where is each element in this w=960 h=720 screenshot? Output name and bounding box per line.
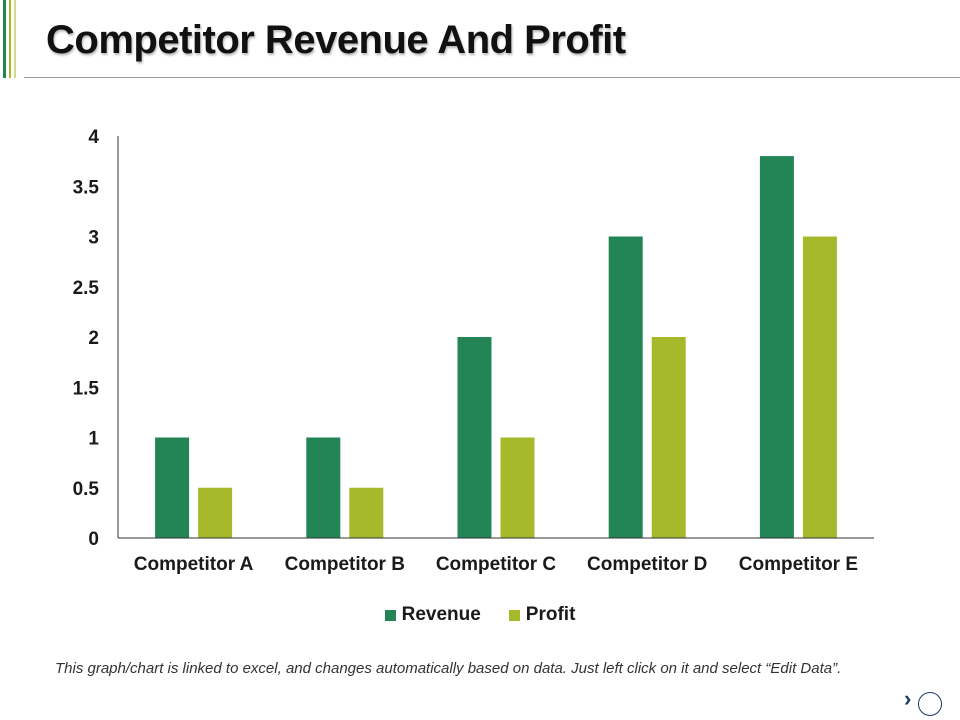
bar-revenue-1[interactable] [155,437,190,539]
accent-bar-green [9,0,11,78]
bar-chart[interactable]: 00.511.522.533.54 Competitor A Competitor… [0,0,960,600]
y-tick-label: 1 [88,429,99,450]
y-tick-label: 0.5 [73,479,100,500]
nav-circle-button[interactable] [918,692,942,716]
legend-item-revenue: Revenue [384,604,481,626]
title-accent-bars [0,0,20,78]
legend-label-profit: Profit [525,604,576,625]
x-category-label: Competitor D [587,554,707,575]
bar-profit-5[interactable] [802,236,837,539]
legend-swatch-revenue [384,609,396,621]
x-category-label: Competitor B [285,554,405,575]
bar-revenue-4[interactable] [608,236,643,539]
accent-bar-dark-green [3,0,6,78]
y-tick-label: 1.5 [73,378,100,399]
y-axis-ticks: 0 0.5 1 1.5 2 2.5 3 3.5 4 [73,127,100,550]
x-category-label: Competitor A [134,554,254,575]
y-tick-label: 3 [88,228,99,249]
bar-profit-4[interactable] [651,337,686,538]
accent-bar-light-green [14,0,16,78]
bar-revenue-5[interactable] [759,156,794,538]
y-tick-label: 0 [88,529,99,550]
bar-revenue-3[interactable] [457,337,492,538]
y-tick-label: 3.5 [73,177,100,198]
legend-item-profit: Profit [508,604,576,626]
y-tick-label: 2.5 [73,278,100,299]
bar-revenue-2[interactable] [306,437,341,539]
bar-profit-1[interactable] [198,487,233,538]
bar-group [155,156,837,538]
next-arrow-icon[interactable]: › [904,686,912,711]
title-divider [24,77,960,78]
chart-footnote: This graph/chart is linked to excel, and… [55,660,842,677]
x-category-label: Competitor E [739,554,858,575]
legend-label-revenue: Revenue [401,604,481,625]
y-tick-label: 4 [88,127,99,148]
legend-swatch-profit [508,609,520,621]
bar-profit-3[interactable] [500,437,535,539]
x-category-label: Competitor C [436,554,557,575]
bar-profit-2[interactable] [349,487,384,538]
chart-legend: Revenue Profit [0,604,960,626]
y-tick-label: 2 [88,328,99,349]
x-axis-labels: Competitor A Competitor B Competitor C Comp… [134,554,858,575]
slide-title: Competitor Revenue And Profit [46,18,626,62]
